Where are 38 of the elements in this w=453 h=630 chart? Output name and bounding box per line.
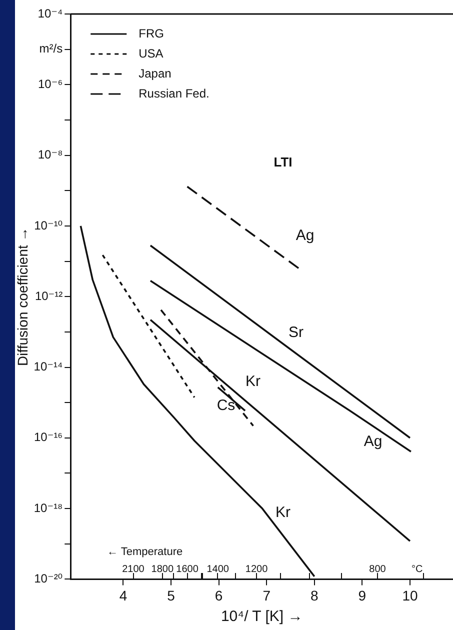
legend-label: FRG — [138, 26, 164, 40]
x-tick-label: 10 — [402, 587, 418, 604]
legend-label: Russian Fed. — [138, 86, 210, 100]
y-tick-label: 10⁻⁴ — [38, 6, 63, 20]
annotation: Sr — [288, 324, 304, 342]
y-tick-label: 10⁻¹⁶ — [34, 430, 63, 444]
x-tick-label: 4 — [119, 587, 128, 604]
y-axis-title: Diffusion coefficient → — [14, 227, 30, 366]
annotation: ← Temperature — [107, 546, 183, 558]
annotation: 1200 — [245, 564, 268, 575]
x-tick-label: 9 — [358, 587, 366, 604]
y-tick-label: 10⁻⁸ — [38, 148, 63, 162]
annotation: 1400 — [206, 564, 230, 575]
annotation: 1600 — [176, 564, 199, 575]
annotation: Ag — [296, 227, 314, 244]
annotation: Kr — [276, 504, 291, 522]
x-tick-label: 5 — [167, 587, 176, 604]
x-tick-label: 8 — [310, 587, 318, 604]
annotation: Cs — [216, 397, 236, 414]
x-tick-label: 7 — [262, 587, 271, 604]
legend-label: USA — [138, 46, 164, 60]
annotation: °C — [412, 564, 423, 575]
x-axis-title: 10⁴/ T [K] → — [220, 608, 303, 626]
x-tick-label: 6 — [214, 587, 223, 604]
y-tick-label: 10⁻¹⁸ — [34, 500, 63, 515]
annotation: 800 — [369, 564, 386, 575]
annotation: 1800 — [151, 564, 174, 575]
y-tick-label: 10⁻²⁰ — [34, 572, 63, 586]
annotation: Kr — [246, 373, 261, 390]
y-tick-label: m²/s — [39, 42, 63, 56]
legend-label: Japan — [138, 66, 172, 80]
annotation: Ag — [364, 433, 382, 450]
y-tick-label: 10⁻¹⁴ — [34, 360, 63, 374]
y-tick-label: 10⁻⁶ — [38, 76, 63, 91]
annotation: LTI — [274, 154, 292, 170]
annotation: 2100 — [122, 564, 145, 575]
y-tick-label: 10⁻¹⁰ — [34, 218, 63, 232]
y-tick-label: 10⁻¹² — [34, 288, 63, 303]
